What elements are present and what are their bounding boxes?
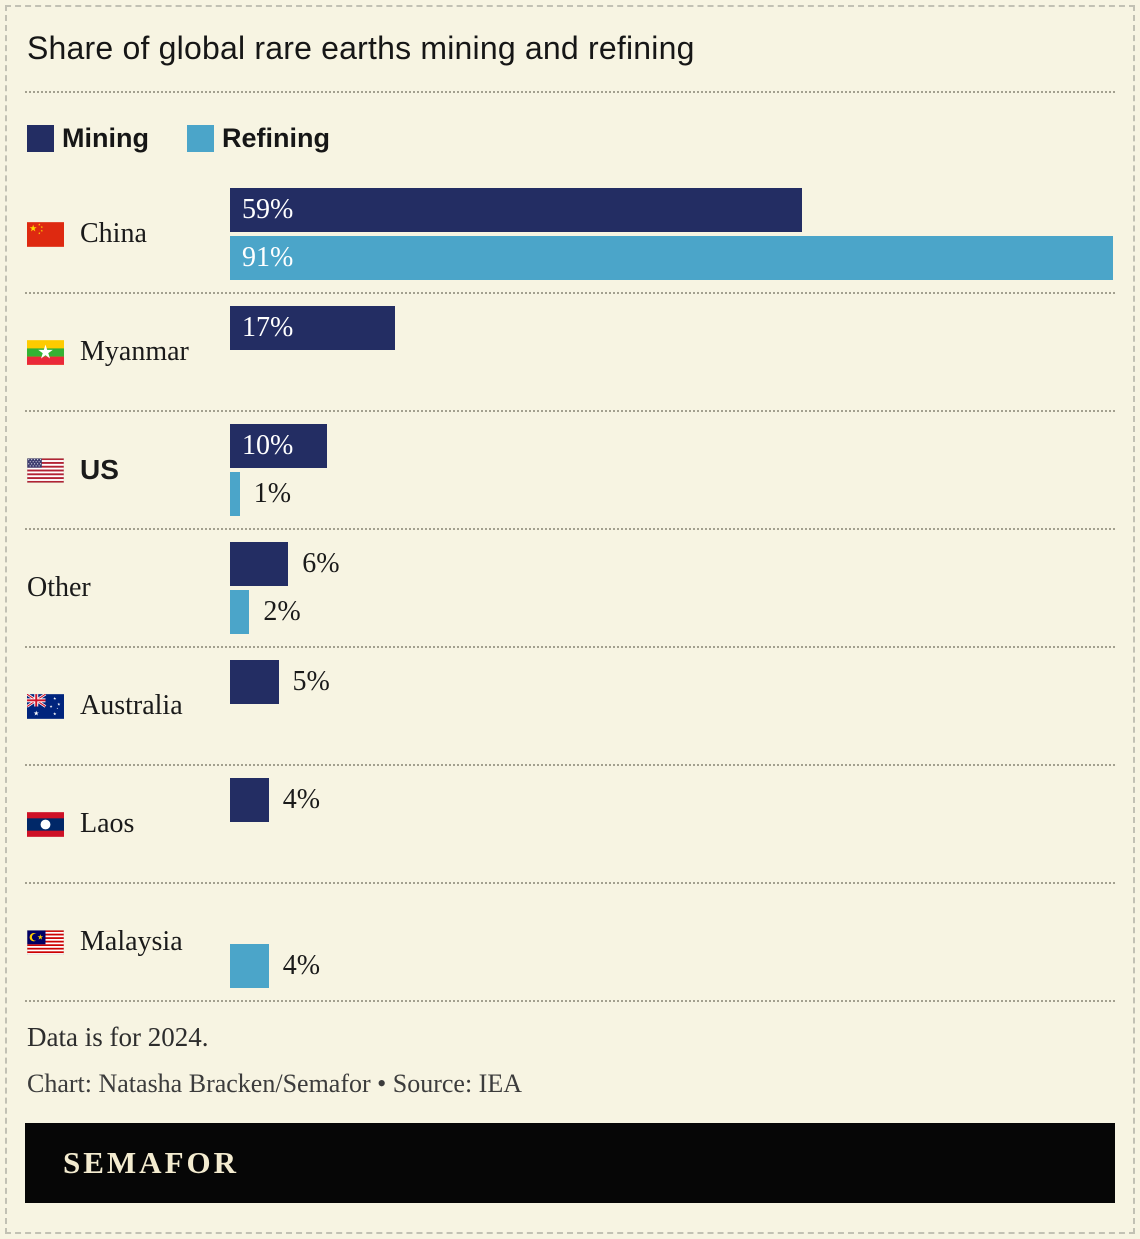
country-label: Malaysia bbox=[80, 926, 183, 958]
refining-slot: 2% bbox=[230, 590, 1115, 635]
legend-item-refining: Refining bbox=[186, 123, 330, 154]
mining-value-label: 10% bbox=[242, 430, 294, 462]
bar-group: 4% bbox=[230, 896, 1115, 989]
china-flag-icon bbox=[27, 222, 64, 247]
refining-value-label: 4% bbox=[282, 950, 321, 982]
bar-group: 10% 1% bbox=[230, 424, 1115, 517]
refining-value-label: 2% bbox=[263, 596, 301, 628]
chart-frame: Share of global rare earths mining and r… bbox=[5, 5, 1135, 1234]
flag-slot bbox=[27, 222, 64, 247]
bar-group: 17% bbox=[230, 306, 1115, 398]
mining-value-label: 6% bbox=[302, 548, 340, 580]
chart-row-us: US 10% 1% bbox=[25, 412, 1115, 531]
mining-value-label: 4% bbox=[282, 784, 321, 816]
row-label: China bbox=[25, 218, 230, 250]
mining-bar bbox=[230, 778, 269, 823]
chart-row-other: Other 6% 2% bbox=[25, 530, 1115, 649]
mining-slot: 17% bbox=[230, 306, 1115, 351]
country-label: Australia bbox=[80, 690, 183, 722]
refining-bar bbox=[230, 472, 240, 517]
country-label: China bbox=[80, 218, 147, 250]
refining-slot bbox=[230, 826, 1115, 870]
mining-slot: 10% bbox=[230, 424, 1115, 469]
refining-slot: 91% bbox=[230, 236, 1115, 281]
mining-swatch-icon bbox=[27, 125, 54, 153]
chart-row-australia: Australia 5% bbox=[25, 648, 1115, 767]
country-label: Laos bbox=[80, 808, 135, 840]
malaysia-flag-icon bbox=[27, 929, 64, 955]
legend-label-mining: Mining bbox=[62, 123, 149, 154]
legend: Mining Refining bbox=[25, 123, 1115, 154]
myanmar-flag-icon bbox=[27, 340, 64, 365]
legend-label-refining: Refining bbox=[221, 123, 330, 154]
mining-slot: 4% bbox=[230, 778, 1115, 823]
refining-value-label: 1% bbox=[253, 478, 292, 510]
chart-credit: Chart: Natasha Bracken/Semafor • Source:… bbox=[27, 1069, 522, 1099]
semafor-logo: SEMAFOR bbox=[63, 1145, 239, 1181]
refining-slot: 4% bbox=[230, 944, 1115, 989]
flag-slot bbox=[27, 693, 64, 719]
chart-row-laos: Laos 4% bbox=[25, 766, 1115, 885]
refining-bar bbox=[230, 944, 269, 989]
us-flag-icon bbox=[27, 457, 64, 483]
flag-slot bbox=[27, 457, 64, 483]
bar-group: 59% 91% bbox=[230, 188, 1115, 281]
australia-flag-icon bbox=[27, 693, 64, 719]
mining-bar: 59% bbox=[230, 188, 803, 233]
chart-rows: China 59% 91% Myanmar 17% bbox=[25, 176, 1115, 1003]
mining-value-label: 59% bbox=[242, 194, 294, 226]
flag-slot bbox=[27, 340, 64, 365]
flag-slot bbox=[27, 812, 64, 837]
mining-slot: 59% bbox=[230, 188, 1115, 233]
country-label: Myanmar bbox=[80, 336, 189, 368]
mining-bar: 10% bbox=[230, 424, 327, 469]
bar-group: 4% bbox=[230, 778, 1115, 870]
refining-swatch-icon bbox=[186, 125, 214, 153]
mining-value-label: 17% bbox=[242, 312, 294, 344]
chart-row-china: China 59% 91% bbox=[25, 176, 1115, 295]
row-label: Laos bbox=[25, 808, 230, 840]
refining-value-label: 91% bbox=[242, 242, 294, 274]
mining-bar: 17% bbox=[230, 306, 395, 351]
row-label: Other bbox=[25, 572, 230, 604]
row-label: Australia bbox=[25, 690, 230, 722]
refining-slot: 1% bbox=[230, 472, 1115, 517]
bar-group: 6% 2% bbox=[230, 542, 1115, 635]
refining-slot bbox=[230, 354, 1115, 398]
mining-slot: 6% bbox=[230, 542, 1115, 587]
chart-title: Share of global rare earths mining and r… bbox=[25, 23, 1115, 94]
flag-slot bbox=[27, 929, 64, 955]
country-label: US bbox=[80, 454, 119, 486]
bar-group: 5% bbox=[230, 660, 1115, 752]
chart-row-myanmar: Myanmar 17% bbox=[25, 294, 1115, 413]
row-label: Malaysia bbox=[25, 926, 230, 958]
data-note: Data is for 2024. bbox=[27, 1022, 209, 1053]
logo-bar: SEMAFOR bbox=[25, 1123, 1115, 1204]
country-label: Other bbox=[27, 572, 91, 604]
legend-item-mining: Mining bbox=[27, 123, 149, 154]
chart-row-malaysia: Malaysia 4% bbox=[25, 884, 1115, 1003]
laos-flag-icon bbox=[27, 812, 64, 837]
mining-bar bbox=[230, 542, 289, 587]
refining-slot bbox=[230, 708, 1115, 752]
refining-bar bbox=[230, 590, 250, 635]
row-label: Myanmar bbox=[25, 336, 230, 368]
mining-slot: 5% bbox=[230, 660, 1115, 705]
mining-bar bbox=[230, 660, 279, 705]
refining-bar: 91% bbox=[230, 236, 1113, 281]
mining-slot bbox=[230, 896, 1115, 940]
row-label: US bbox=[25, 454, 230, 486]
mining-value-label: 5% bbox=[292, 666, 330, 698]
